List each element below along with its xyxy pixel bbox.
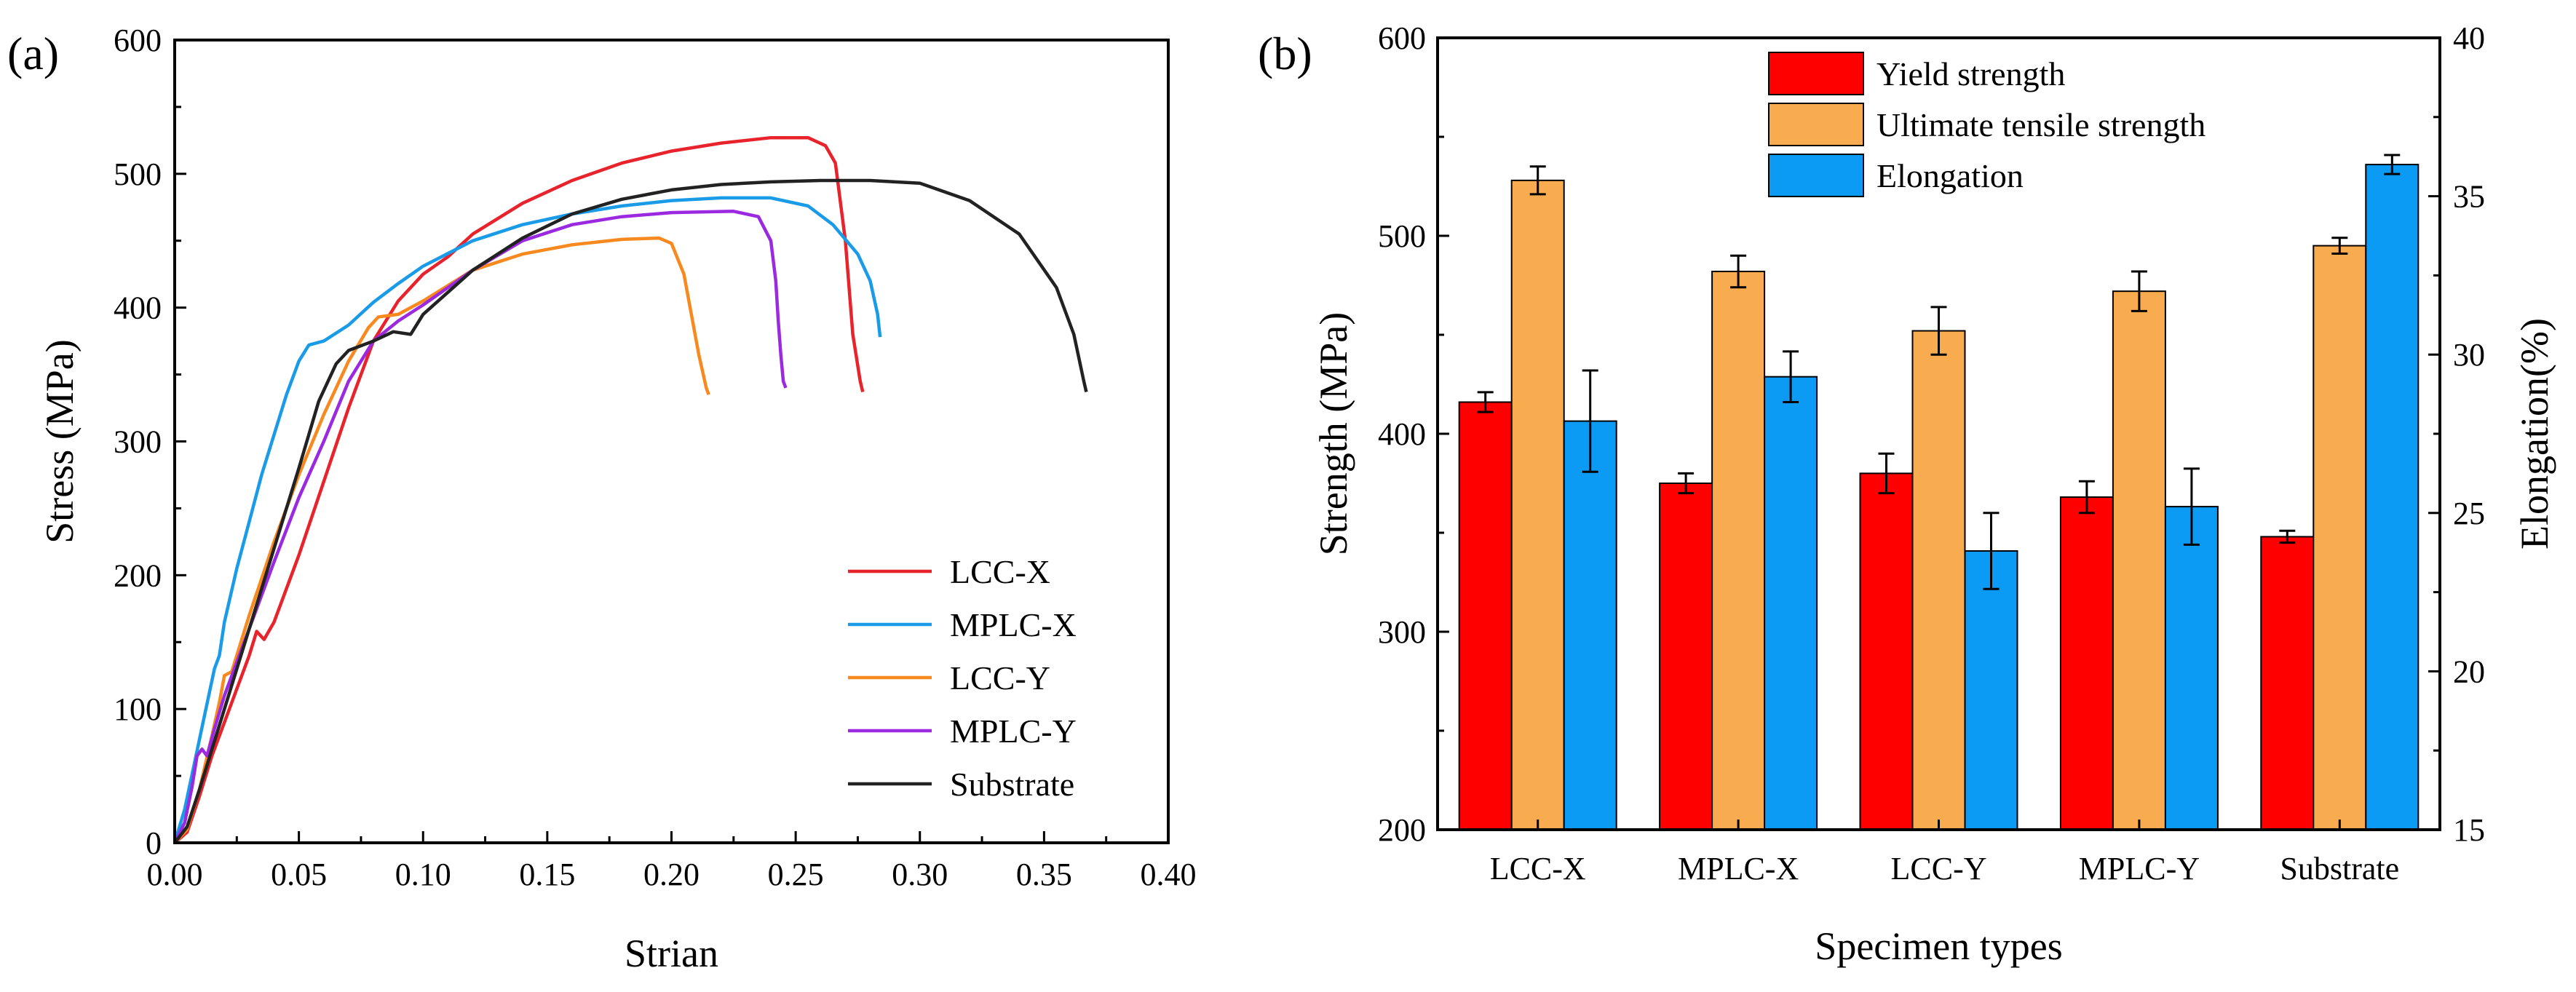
- series-line-lcc-x: [173, 135, 865, 844]
- panel-b-ticks: LCC-X MPLC-X LCC-Y MPLC-Y Substrate 200 300 400…: [1378, 20, 2485, 886]
- panel-a-x-tick-label: 0.30: [892, 857, 948, 892]
- panel-a-x-tick-label: 0.25: [768, 857, 824, 892]
- legend-swatch-yield-strength: [1768, 52, 1864, 95]
- panel-a-x-tick-label: 0.00: [147, 857, 203, 892]
- legend-label-ultimate-tensile-strength: Ultimate tensile strength: [1876, 106, 2206, 143]
- panel-b-right-y-tick-label: 25: [2453, 496, 2485, 531]
- bar-elongation-lcc-x: [1563, 420, 1617, 830]
- panel-b-category-label: Substrate: [2280, 851, 2399, 886]
- panel-b-right-y-tick-label: 20: [2453, 654, 2485, 689]
- panel-a-x-axis-title: Strian: [625, 932, 718, 975]
- series-line-substrate: [173, 178, 1088, 844]
- panel-a-y-tick-label: 200: [114, 557, 162, 593]
- bar-yield-strength-lcc-y: [1859, 472, 1914, 831]
- panel-b-category-label: MPLC-Y: [2079, 851, 2200, 886]
- bar-ultimate-tensile-strength-lcc-x: [1510, 179, 1565, 830]
- panel-a-x-tick-label: 0.35: [1016, 857, 1072, 892]
- panel-a-ticks: 0.00 0.05 0.10 0.15 0.20 0.25 0.30 0.35 0.40 0 100…: [114, 23, 1197, 892]
- series-line-mplc-x: [173, 196, 882, 844]
- panel-b-left-y-tick-label: 200: [1378, 812, 1426, 848]
- panel-b-right-y-tick-label: 40: [2453, 20, 2485, 56]
- panel-b-strength-bar-chart: (b) LCC-X MPLC-X LCC-Y MPLC-Y Substrate 200 30…: [1258, 20, 2556, 968]
- panel-b-left-y-tick-label: 400: [1378, 416, 1426, 452]
- panel-a-series-lines: [173, 135, 1088, 844]
- legend-swatch-elongation: [1768, 154, 1864, 197]
- panel-b-legend: Yield strength Ultimate tensile strength E…: [1768, 52, 2206, 197]
- panel-a-x-tick-label: 0.40: [1141, 857, 1197, 892]
- panel-b-category-label: LCC-Y: [1891, 851, 1987, 886]
- panel-a-x-tick-label: 0.20: [643, 857, 700, 892]
- legend-label-mplc-x: MPLC-X: [950, 606, 1077, 643]
- legend-label-elongation: Elongation: [1876, 157, 2024, 194]
- legend-swatch-ultimate-tensile-strength: [1768, 103, 1864, 146]
- panel-b-left-y-axis-title: Strength (MPa): [1312, 312, 1355, 555]
- bar-elongation-substrate: [2365, 164, 2420, 830]
- bar-yield-strength-mplc-x: [1659, 483, 1713, 830]
- panel-b-left-y-tick-label: 600: [1378, 20, 1426, 56]
- panel-b-left-y-tick-label: 300: [1378, 614, 1426, 650]
- bar-yield-strength-lcc-x: [1458, 401, 1513, 830]
- bar-yield-strength-mplc-y: [2059, 496, 2114, 830]
- panel-a-x-tick-label: 0.10: [395, 857, 451, 892]
- panel-a-y-tick-label: 300: [114, 424, 162, 460]
- bar-elongation-mplc-y: [2164, 506, 2219, 830]
- bar-ultimate-tensile-strength-mplc-x: [1711, 270, 1766, 830]
- panel-a-x-tick-label: 0.15: [519, 857, 575, 892]
- series-line-lcc-y: [173, 236, 710, 844]
- panel-b-right-y-axis-title: Elongation(%): [2513, 318, 2556, 549]
- bar-elongation-mplc-x: [1764, 376, 1818, 830]
- panel-b-right-y-tick-label: 15: [2453, 812, 2485, 848]
- panel-a-legend: LCC-X MPLC-X LCC-Y MPLC-Y Substrate: [848, 553, 1077, 803]
- panel-a-y-tick-label: 0: [146, 825, 162, 861]
- bar-yield-strength-substrate: [2260, 536, 2315, 830]
- panel-b-label: (b): [1258, 28, 1312, 79]
- legend-label-lcc-x: LCC-X: [950, 553, 1050, 590]
- panel-a-plot-frame: [173, 39, 1170, 844]
- panel-b-right-y-tick-label: 30: [2453, 337, 2485, 373]
- panel-b-category-label: LCC-X: [1490, 851, 1586, 886]
- panel-a-y-tick-label: 100: [114, 691, 162, 727]
- panel-b-right-y-tick-label: 35: [2453, 179, 2485, 215]
- legend-label-mplc-y: MPLC-Y: [950, 713, 1077, 750]
- panel-b-left-y-tick-label: 500: [1378, 218, 1426, 254]
- panel-a-y-tick-label: 400: [114, 290, 162, 326]
- panel-b-bars: [1458, 154, 2420, 831]
- bar-ultimate-tensile-strength-lcc-y: [1911, 330, 1966, 830]
- panel-a-y-axis-title: Stress (MPa): [38, 339, 82, 544]
- panel-a-stress-strain-chart: (a) 0.00 0.05 0.10 0.15 0.20 0.25 0.30 0.35 0.40…: [7, 23, 1197, 975]
- panel-b-x-axis-title: Specimen types: [1815, 924, 2062, 968]
- panel-a-label: (a): [7, 28, 59, 79]
- series-line-mplc-y: [173, 210, 788, 844]
- legend-label-lcc-y: LCC-Y: [950, 659, 1050, 697]
- bar-elongation-lcc-y: [1964, 550, 2018, 830]
- bar-ultimate-tensile-strength-substrate: [2313, 245, 2367, 831]
- legend-label-substrate: Substrate: [950, 766, 1074, 803]
- bar-ultimate-tensile-strength-mplc-y: [2112, 290, 2166, 831]
- panel-a-x-tick-label: 0.05: [271, 857, 327, 892]
- legend-label-yield-strength: Yield strength: [1876, 55, 2065, 92]
- panel-b-plot-frame: [1436, 36, 2441, 831]
- panel-a-y-tick-label: 500: [114, 156, 162, 192]
- panel-a-y-tick-label: 600: [114, 23, 162, 58]
- panel-b-category-label: MPLC-X: [1678, 851, 1799, 886]
